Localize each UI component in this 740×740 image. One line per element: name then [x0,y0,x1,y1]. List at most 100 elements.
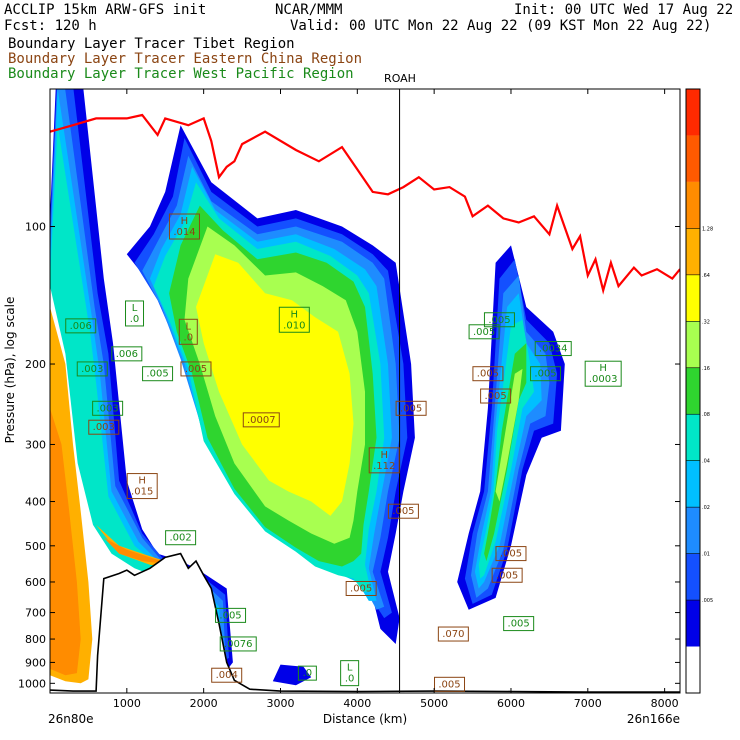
x-axis-label: Distance (km) [323,712,407,726]
contour-label-box [345,580,377,596]
contour-label-box [178,318,198,345]
axes: 1000 2000 3000 4000 5000 6000 7000 8000 100 200 30… [18,89,680,710]
contour-label-2: L.0 [178,318,198,345]
init-time: Init: 00 UTC Wed 17 Aug 22 [514,2,734,18]
contour-label-3: L.0 [125,300,145,327]
contour-label-26: .005 [472,366,504,382]
y-tick-label: 1000 [18,677,46,690]
x-tick-label: 3000 [266,697,294,710]
contour-label-text: .005 [508,619,530,630]
colorbar-swatch [686,553,700,601]
plot-frame [49,88,681,694]
contour-label-text: .0003 [589,374,618,385]
contour-label-text: .005 [400,403,422,414]
contour-label-text: .006 [70,321,92,332]
contour-label-24: .005 [434,676,466,692]
contour-label-box [395,400,427,416]
contour-label-text: .0 [130,314,140,325]
contour-label-box [530,366,562,382]
contour-label-text: .005 [350,583,372,594]
contour-label-box [297,665,317,681]
contour-label-text: .005 [219,610,241,621]
contour-label-8: .003 [76,361,108,377]
model-title: ACCLIP 15km ARW-GFS init [4,2,207,18]
tracer-shading [50,89,565,686]
contour-label-14: .005 [395,400,427,416]
contour-label-box [503,616,535,632]
contour-label-1: H.010 [278,306,310,333]
colorbar-swatch [686,367,700,415]
contour-label-box [340,660,360,687]
contour-label-12: .0007 [242,412,280,428]
colorbar-swatch [686,89,700,136]
colorbar-swatch [686,181,700,229]
contour-label-text: .005 [473,327,495,338]
org-label: NCAR/MMM [275,2,343,18]
contour-label-text: H [138,476,146,487]
overlay-lines: H.014H.010L.0L.0.006.005.005.006.003.003… [50,89,680,693]
tracer-region-9-0 [50,408,81,676]
colorbar-swatch [686,600,700,647]
contour-label-box [165,530,197,546]
contour-label-text: .005 [185,364,207,375]
contour-label-text: .014 [173,227,195,238]
y-axis-label: Pressure (hPa), log scale [3,297,17,444]
colorbar-label: .02 [702,505,710,511]
contour-label-30: .005 [491,567,523,583]
contour-label-text: .006 [116,349,138,360]
contour-label-text: .005 [477,369,499,380]
contour-label-16: .002 [165,530,197,546]
colorbar-label: .16 [702,366,710,372]
contour-label-text: .005 [146,369,168,380]
x-tick-label: 4000 [343,697,371,710]
x-tick-label: 8000 [651,697,679,710]
contour-label-box [437,626,469,642]
forecast-hour: Fcst: 120 h [4,18,97,34]
contour-label-text: .112 [373,461,395,472]
colorbar-label: .64 [702,273,710,279]
colorbar: 1.28 .64 .32 .16 .08 .04 .02 .01 .005 [685,88,713,694]
x-tick-label: 5000 [420,697,448,710]
contour-label-box [495,546,527,562]
contour-label-text: .005 [438,679,460,690]
contour-label-22: .005 [345,580,377,596]
colorbar-swatch [686,646,700,693]
contour-label-text: .005 [488,315,510,326]
contour-label-28: .005 [480,388,512,404]
contour-label-23: .070 [437,626,469,642]
x-tick-label: 2000 [190,697,218,710]
contour-label-text: .0034 [539,344,568,355]
y-tick-label: 200 [25,358,46,371]
contour-label-text: .0 [303,668,313,679]
legend-tibet: Boundary Layer Tracer Tibet Region [8,36,295,52]
colorbar-swatch [686,507,700,554]
contour-label-text: .0076 [224,639,253,650]
contour-label-text: .070 [442,629,464,640]
contour-label-11: H.015 [126,473,158,500]
contour-label-box [126,473,158,500]
contour-label-box [491,567,523,583]
contour-label-17: .005 [215,607,247,623]
contour-label-box [168,213,200,240]
y-tick-label: 800 [25,633,46,646]
contour-label-15: .005 [387,503,419,519]
contour-label-box [125,300,145,327]
contour-label-box [111,346,143,362]
contour-label-text: .005 [496,570,518,581]
contour-label-text: .0 [345,674,355,685]
contour-label-text: .005 [484,391,506,402]
contour-label-text: H [181,216,189,227]
colorbar-label: .005 [702,598,713,604]
contour-label-box [180,361,212,377]
contour-label-box [142,366,174,382]
contour-label-box [387,503,419,519]
contour-label-box [278,306,310,333]
contour-label-10: .003 [88,419,120,435]
contour-label-box [242,412,280,428]
legend-west-pacific: Boundary Layer Tracer West Pacific Regio… [8,66,354,82]
contour-label-box [211,667,243,683]
contour-label-18: .0076 [219,636,257,652]
contour-label-text: .005 [392,506,414,517]
contour-label-33: .005 [530,366,562,382]
